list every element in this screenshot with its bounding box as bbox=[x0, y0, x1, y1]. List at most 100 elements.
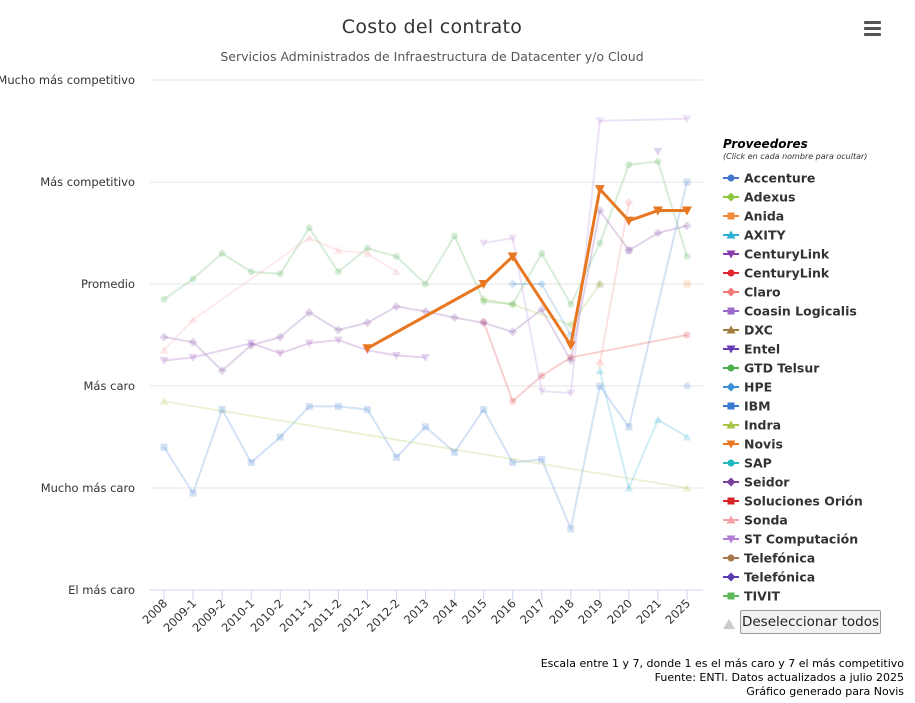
series-line bbox=[482, 321, 688, 403]
legend-label[interactable]: TIVIT bbox=[744, 589, 781, 604]
legend-label[interactable]: Adexus bbox=[744, 190, 796, 205]
legend-item-soluciones-ori-n[interactable]: Soluciones Orión bbox=[723, 494, 863, 509]
data-point bbox=[391, 301, 401, 311]
data-point bbox=[508, 299, 518, 309]
legend-label[interactable]: Indra bbox=[744, 418, 781, 433]
data-point bbox=[188, 337, 198, 347]
legend-marker bbox=[727, 402, 735, 410]
legend-label[interactable]: ST Computación bbox=[744, 532, 858, 547]
series-adexus bbox=[479, 279, 605, 330]
y-tick-label: Mucho más caro bbox=[41, 481, 135, 495]
data-point bbox=[654, 158, 662, 166]
legend-label[interactable]: IBM bbox=[744, 399, 771, 414]
legend-item-tivit[interactable]: TIVIT bbox=[723, 589, 781, 604]
legend-item-sonda[interactable]: Sonda bbox=[723, 513, 788, 528]
legend-item-telef-nica[interactable]: Telefónica bbox=[723, 570, 815, 585]
data-point bbox=[567, 525, 575, 533]
legend-page-arrow-icon[interactable] bbox=[723, 619, 735, 629]
legend-label[interactable]: SAP bbox=[744, 456, 772, 471]
data-point bbox=[683, 178, 691, 186]
legend-label[interactable]: HPE bbox=[744, 380, 772, 395]
legend-marker bbox=[726, 477, 736, 487]
legend-marker bbox=[727, 364, 735, 372]
data-point bbox=[218, 405, 226, 413]
legend-item-ibm[interactable]: IBM bbox=[723, 399, 771, 414]
data-point bbox=[333, 245, 343, 254]
legend-item-novis[interactable]: Novis bbox=[723, 437, 783, 452]
legend-item-telef-nica[interactable]: Telefónica bbox=[723, 551, 815, 566]
legend-label[interactable]: Coasin Logicalis bbox=[744, 304, 857, 319]
legend-item-sap[interactable]: SAP bbox=[723, 456, 772, 471]
data-point bbox=[480, 297, 488, 305]
legend-marker bbox=[726, 345, 736, 354]
legend-label[interactable]: CenturyLink bbox=[744, 247, 830, 262]
data-point bbox=[451, 232, 459, 240]
legend-item-claro[interactable]: Claro bbox=[723, 285, 781, 300]
legend-label[interactable]: Soluciones Orión bbox=[744, 494, 863, 509]
legend-item-axity[interactable]: AXITY bbox=[723, 228, 786, 243]
y-tick-label: Más caro bbox=[84, 379, 136, 393]
series-seidor bbox=[159, 206, 692, 376]
series-axity bbox=[595, 366, 692, 492]
legend-label[interactable]: Entel bbox=[744, 342, 780, 357]
hamburger-menu-icon[interactable] bbox=[860, 18, 886, 42]
series-st-computaci-n bbox=[479, 115, 692, 398]
legend-label[interactable]: Anida bbox=[744, 209, 784, 224]
x-tick-label: 2020 bbox=[604, 596, 635, 627]
x-tick-label: 2015 bbox=[459, 596, 490, 627]
legend-item-adexus[interactable]: Adexus bbox=[723, 190, 796, 205]
data-point bbox=[595, 359, 605, 369]
legend-label[interactable]: DXC bbox=[744, 323, 773, 338]
legend-label[interactable]: Telefónica bbox=[744, 570, 815, 585]
legend-label[interactable]: Telefónica bbox=[744, 551, 815, 566]
y-tick-label: Promedio bbox=[81, 277, 135, 291]
legend-hint: (Click en cada nombre para ocultar) bbox=[723, 152, 867, 161]
legend-item-seidor[interactable]: Seidor bbox=[723, 475, 790, 490]
legend-item-hpe[interactable]: HPE bbox=[723, 380, 772, 395]
data-point bbox=[683, 331, 691, 339]
legend-item-dxc[interactable]: DXC bbox=[723, 323, 773, 338]
legend-item-indra[interactable]: Indra bbox=[723, 418, 781, 433]
series-coasin-logicalis bbox=[625, 246, 633, 254]
data-point bbox=[189, 275, 197, 283]
data-point bbox=[653, 415, 663, 424]
legend-label[interactable]: Claro bbox=[744, 285, 781, 300]
data-point bbox=[596, 239, 604, 247]
legend-label[interactable]: Novis bbox=[744, 437, 783, 452]
data-point bbox=[334, 402, 342, 410]
legend-label[interactable]: Sonda bbox=[744, 513, 788, 528]
legend-item-gtd-telsur[interactable]: GTD Telsur bbox=[723, 361, 820, 376]
x-axis: 20082009-12009-22010-12010-22011-12011-2… bbox=[140, 590, 693, 635]
data-point bbox=[566, 356, 576, 365]
legend-label[interactable]: Seidor bbox=[744, 475, 790, 490]
data-point bbox=[537, 387, 547, 396]
legend-item-centurylink[interactable]: CenturyLink bbox=[723, 247, 830, 262]
legend-item-entel[interactable]: Entel bbox=[723, 342, 780, 357]
legend-label[interactable]: GTD Telsur bbox=[744, 361, 820, 376]
data-point bbox=[363, 405, 371, 413]
note-generated: Gráfico generado para Novis bbox=[746, 685, 904, 698]
legend-item-st-computaci-n[interactable]: ST Computación bbox=[723, 532, 858, 547]
data-point bbox=[595, 366, 605, 375]
y-tick-label: Mucho más competitivo bbox=[0, 73, 135, 87]
data-point bbox=[623, 216, 634, 226]
data-point bbox=[538, 372, 546, 380]
legend-label[interactable]: CenturyLink bbox=[744, 266, 830, 281]
data-point bbox=[276, 270, 284, 278]
plot-area bbox=[159, 115, 692, 533]
legend-label[interactable]: AXITY bbox=[744, 228, 786, 243]
legend-item-accenture[interactable]: Accenture bbox=[723, 171, 815, 186]
data-point bbox=[507, 252, 518, 262]
deselect-all-button[interactable]: Deseleccionar todos bbox=[740, 610, 881, 634]
series-dxc bbox=[595, 279, 605, 288]
data-point bbox=[159, 396, 169, 405]
legend-marker bbox=[726, 325, 736, 334]
chart-notes: Escala entre 1 y 7, donde 1 es el más ca… bbox=[541, 657, 905, 698]
legend-label[interactable]: Accenture bbox=[744, 171, 815, 186]
legend-item-centurylink[interactable]: CenturyLink bbox=[723, 266, 830, 281]
legend-item-anida[interactable]: Anida bbox=[723, 209, 784, 224]
data-point bbox=[159, 357, 169, 365]
legend-item-coasin-logicalis[interactable]: Coasin Logicalis bbox=[723, 304, 857, 319]
legend-marker bbox=[726, 572, 736, 582]
